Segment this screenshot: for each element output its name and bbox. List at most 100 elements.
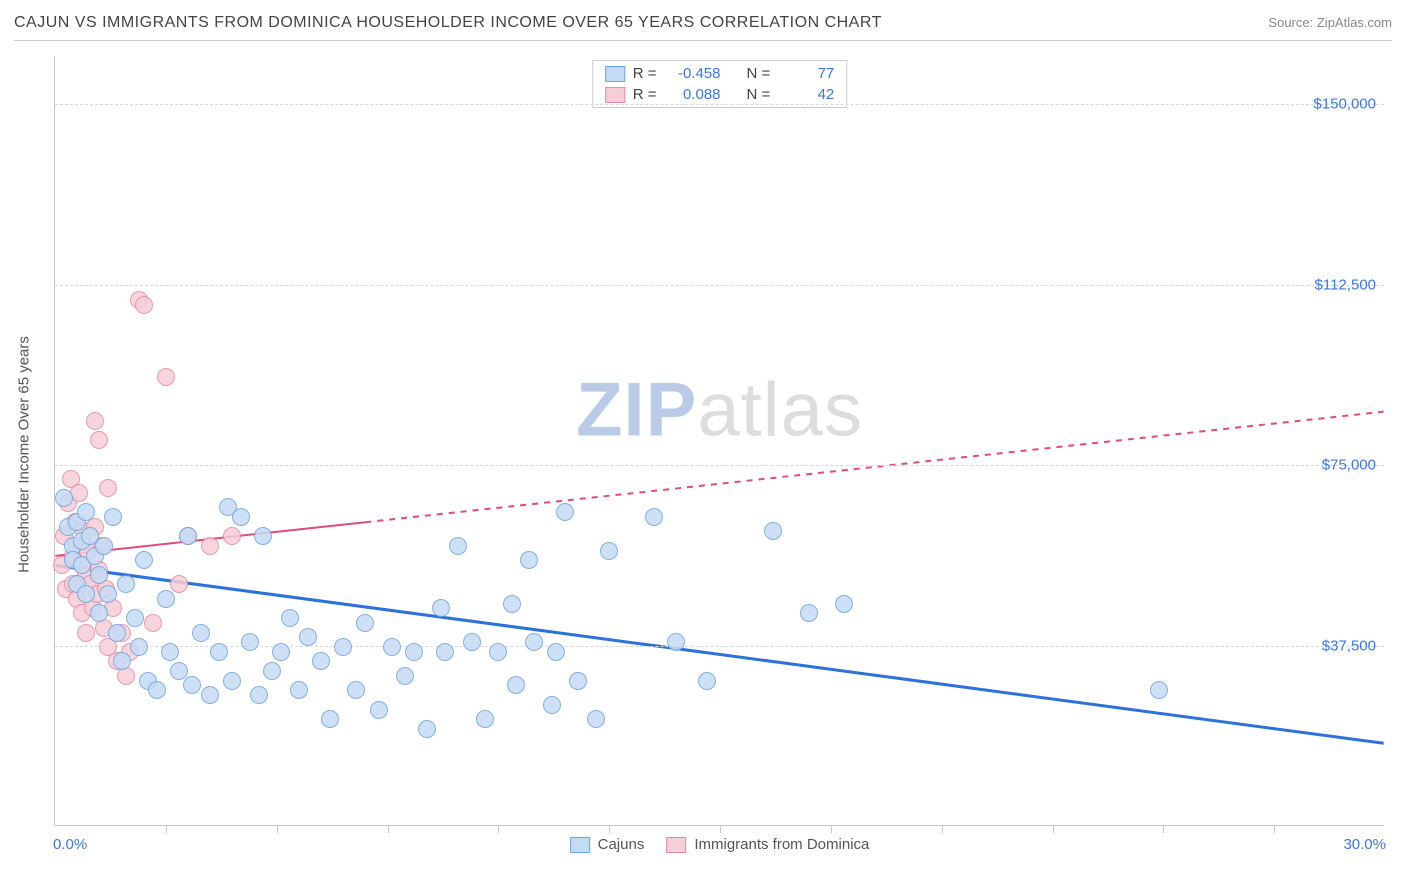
source-attribution: Source: ZipAtlas.com	[1268, 15, 1392, 30]
x-tick	[1163, 825, 1164, 833]
legend-item-cajuns: Cajuns	[570, 836, 645, 853]
legend-item-dominica: Immigrants from Dominica	[666, 836, 869, 853]
r-label: R =	[633, 65, 657, 82]
trend-line	[365, 412, 1383, 523]
watermark-part-b: atlas	[697, 367, 863, 452]
correlation-row-dominica: R = 0.088 N = 42	[593, 84, 847, 105]
x-tick	[166, 825, 167, 833]
data-point-cajuns	[436, 643, 454, 661]
source-name: ZipAtlas.com	[1317, 15, 1392, 30]
r-value-cajuns: -0.458	[665, 65, 721, 82]
data-point-cajuns	[321, 710, 339, 728]
legend-label-cajuns: Cajuns	[598, 836, 645, 853]
data-point-cajuns	[223, 672, 241, 690]
data-point-cajuns	[476, 710, 494, 728]
swatch-cajuns	[570, 837, 590, 853]
data-point-cajuns	[201, 686, 219, 704]
correlation-legend: R = -0.458 N = 77 R = 0.088 N = 42	[592, 60, 848, 108]
data-point-cajuns	[232, 508, 250, 526]
data-point-cajuns	[432, 599, 450, 617]
data-point-cajuns	[503, 595, 521, 613]
swatch-dominica	[605, 87, 625, 103]
data-point-cajuns	[99, 585, 117, 603]
data-point-dominica	[201, 537, 219, 555]
data-point-cajuns	[250, 686, 268, 704]
n-value-dominica: 42	[778, 86, 834, 103]
data-point-cajuns	[90, 566, 108, 584]
data-point-cajuns	[569, 672, 587, 690]
data-point-cajuns	[126, 609, 144, 627]
data-point-dominica	[223, 527, 241, 545]
data-point-cajuns	[800, 604, 818, 622]
data-point-cajuns	[135, 551, 153, 569]
data-point-cajuns	[90, 604, 108, 622]
source-label: Source:	[1268, 15, 1313, 30]
x-tick	[388, 825, 389, 833]
data-point-cajuns	[179, 527, 197, 545]
gridline-h	[55, 104, 1384, 105]
data-point-dominica	[170, 575, 188, 593]
data-point-cajuns	[183, 676, 201, 694]
data-point-cajuns	[192, 624, 210, 642]
x-tick	[1274, 825, 1275, 833]
data-point-cajuns	[600, 542, 618, 560]
y-tick-label: $112,500	[1315, 276, 1376, 293]
data-point-cajuns	[547, 643, 565, 661]
data-point-cajuns	[130, 638, 148, 656]
data-point-cajuns	[254, 527, 272, 545]
data-point-cajuns	[383, 638, 401, 656]
n-label: N =	[747, 86, 771, 103]
data-point-dominica	[90, 431, 108, 449]
gridline-h	[55, 465, 1384, 466]
data-point-cajuns	[148, 681, 166, 699]
data-point-cajuns	[334, 638, 352, 656]
data-point-cajuns	[507, 676, 525, 694]
n-label: N =	[747, 65, 771, 82]
data-point-dominica	[99, 479, 117, 497]
data-point-cajuns	[104, 508, 122, 526]
data-point-cajuns	[113, 652, 131, 670]
data-point-dominica	[77, 624, 95, 642]
data-point-cajuns	[356, 614, 374, 632]
legend-label-dominica: Immigrants from Dominica	[694, 836, 869, 853]
data-point-cajuns	[489, 643, 507, 661]
data-point-cajuns	[77, 503, 95, 521]
data-point-cajuns	[299, 628, 317, 646]
data-point-cajuns	[543, 696, 561, 714]
watermark-part-a: ZIP	[576, 367, 697, 452]
data-point-dominica	[157, 368, 175, 386]
data-point-cajuns	[449, 537, 467, 555]
trend-line	[55, 565, 1383, 743]
data-point-cajuns	[77, 585, 95, 603]
y-axis-label: Householder Income Over 65 years	[16, 336, 33, 573]
data-point-cajuns	[55, 489, 73, 507]
y-tick-label: $37,500	[1322, 637, 1376, 654]
x-tick	[277, 825, 278, 833]
data-point-cajuns	[281, 609, 299, 627]
x-axis-min-label: 0.0%	[53, 836, 87, 853]
series-legend: Cajuns Immigrants from Dominica	[570, 836, 870, 853]
r-value-dominica: 0.088	[665, 86, 721, 103]
x-tick	[831, 825, 832, 833]
data-point-cajuns	[241, 633, 259, 651]
x-tick	[720, 825, 721, 833]
data-point-cajuns	[556, 503, 574, 521]
data-point-cajuns	[161, 643, 179, 661]
data-point-cajuns	[1150, 681, 1168, 699]
data-point-cajuns	[290, 681, 308, 699]
data-point-cajuns	[764, 522, 782, 540]
x-tick	[609, 825, 610, 833]
data-point-cajuns	[520, 551, 538, 569]
data-point-cajuns	[525, 633, 543, 651]
x-tick	[942, 825, 943, 833]
scatter-plot-area: ZIPatlas R = -0.458 N = 77 R = 0.088 N =…	[54, 56, 1384, 826]
data-point-dominica	[70, 484, 88, 502]
title-bar: CAJUN VS IMMIGRANTS FROM DOMINICA HOUSEH…	[14, 14, 1392, 41]
trend-lines-layer	[55, 56, 1384, 825]
y-tick-label: $150,000	[1313, 96, 1376, 113]
data-point-cajuns	[157, 590, 175, 608]
data-point-cajuns	[272, 643, 290, 661]
data-point-cajuns	[263, 662, 281, 680]
gridline-h	[55, 285, 1384, 286]
data-point-cajuns	[698, 672, 716, 690]
